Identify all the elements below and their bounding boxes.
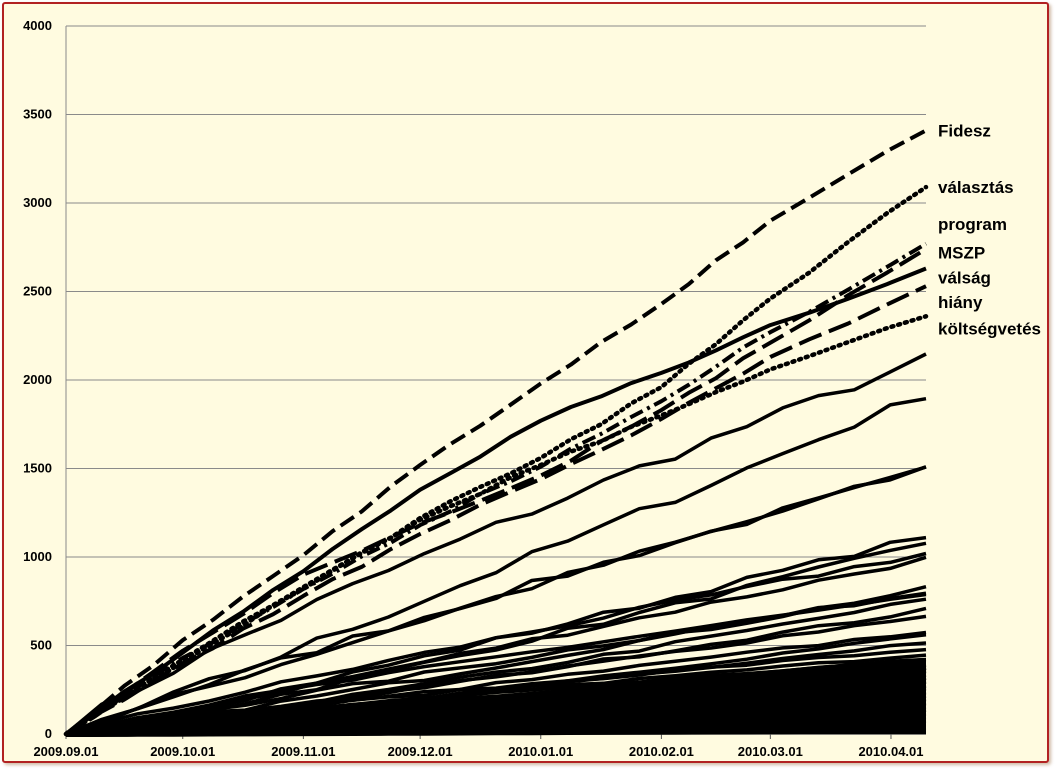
series-line-unlabeled-2 xyxy=(65,396,927,736)
series-line-költségvetés xyxy=(63,314,929,737)
y-tick-label-3500: 3500 xyxy=(23,107,52,122)
series-line-unlabeled-8 xyxy=(65,555,927,736)
x-tick-label-2010.01.01: 2010.01.01 xyxy=(508,744,573,759)
y-tick-label-3000: 3000 xyxy=(23,195,52,210)
series-labels: Fidesz választás program MSZP válság hiány köl… xyxy=(938,121,1041,338)
x-tick-label-2009.10.01: 2009.10.01 xyxy=(150,744,215,759)
series-label-költségvetés: költségvetés xyxy=(938,320,1041,339)
y-tick-label-0: 0 xyxy=(45,726,52,741)
labeled-series-group xyxy=(63,128,929,737)
series-label-hiány: hiány xyxy=(938,293,983,312)
series-label-MSZP: MSZP xyxy=(938,244,985,263)
y-tick-label-500: 500 xyxy=(30,638,52,653)
x-tick-label-2009.09.01: 2009.09.01 xyxy=(33,744,98,759)
series-line-hiány xyxy=(64,284,927,736)
x-tick-label-2010.02.01: 2010.02.01 xyxy=(629,744,694,759)
y-tick-label-4000: 4000 xyxy=(23,18,52,33)
series-line-unlabeled-11 xyxy=(65,592,927,736)
series-mass-unlabeled xyxy=(66,657,926,734)
series-line-unlabeled-7 xyxy=(65,551,927,736)
x-axis-ticks: 2009.09.01 2009.10.01 2009.11.01 2009.12.01… xyxy=(33,734,924,759)
series-line-unlabeled-4 xyxy=(65,465,927,736)
series-line-válság xyxy=(64,266,927,736)
series-label-program: program xyxy=(938,215,1007,234)
series-label-válság: válság xyxy=(938,268,991,287)
unlabeled-series-group xyxy=(64,352,927,737)
series-line-MSZP xyxy=(64,247,928,736)
y-tick-label-1000: 1000 xyxy=(23,549,52,564)
series-line-unlabeled-12 xyxy=(65,597,927,736)
x-tick-label-2010.04.01: 2010.04.01 xyxy=(858,744,923,759)
y-tick-label-1500: 1500 xyxy=(23,461,52,476)
x-tick-label-2009.11.01: 2009.11.01 xyxy=(271,744,335,759)
gridlines xyxy=(66,25,926,646)
x-tick-label-2010.03.01: 2010.03.01 xyxy=(738,744,803,759)
y-tick-label-2500: 2500 xyxy=(23,284,52,299)
x-tick-label-2009.12.01: 2009.12.01 xyxy=(388,744,453,759)
series-label-választás: választás xyxy=(938,178,1014,197)
y-tick-label-2000: 2000 xyxy=(23,372,52,387)
y-axis-ticks: 0 500 1000 1500 2000 2500 3000 3500 4000 xyxy=(23,18,52,741)
series-label-Fidesz: Fidesz xyxy=(938,121,991,140)
series-line-Fidesz xyxy=(64,128,927,736)
